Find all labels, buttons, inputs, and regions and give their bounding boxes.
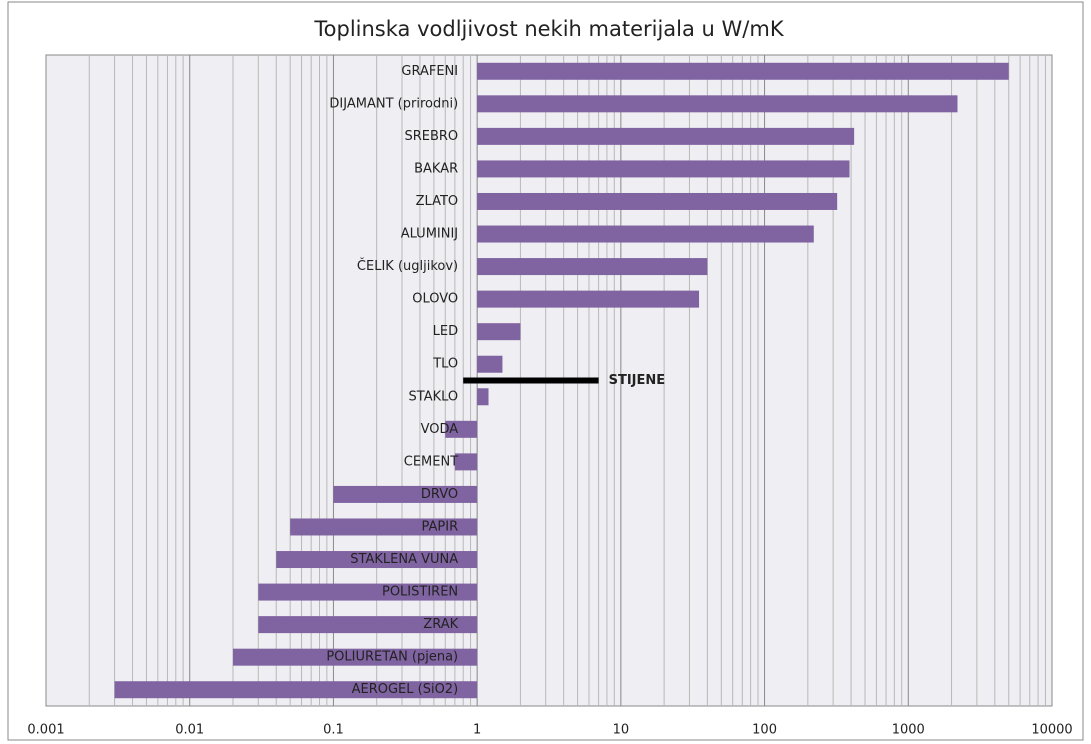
y-tick-label: POLISTIREN: [382, 585, 458, 600]
y-tick-label: DRVO: [421, 487, 458, 502]
bar: [276, 551, 478, 569]
y-tick-label: BAKAR: [414, 161, 458, 176]
bar: [258, 616, 478, 634]
y-tick-label: VODA: [421, 422, 459, 437]
y-tick-label: ALUMINIJ: [401, 227, 458, 242]
bar: [477, 127, 855, 145]
x-tick-label: 100: [752, 723, 777, 738]
bar: [477, 95, 958, 113]
annotation-label: STIJENE: [609, 373, 666, 388]
y-tick-label: POLIURETAN (pjena): [326, 650, 458, 665]
x-tick-label: 10000: [1031, 723, 1072, 738]
bar: [333, 485, 478, 503]
y-tick-label: STAKLENA VUNA: [350, 552, 458, 567]
bar: [232, 648, 478, 666]
bar: [114, 681, 478, 699]
y-tick-label: ČELIK (ugljikov): [357, 258, 458, 274]
x-tick-label: 0.01: [175, 723, 204, 738]
y-tick-label: LED: [433, 324, 458, 339]
x-tick-label: 1000: [892, 723, 925, 738]
bar: [290, 518, 478, 536]
x-tick-label: 0.1: [323, 723, 344, 738]
y-tick-label: SREBRO: [404, 129, 458, 144]
x-tick-label: 1: [473, 723, 481, 738]
y-tick-label: OLOVO: [412, 292, 458, 307]
chart-title: Toplinska vodljivost nekih materijala u …: [313, 17, 784, 41]
y-tick-label: STAKLO: [409, 389, 459, 404]
y-tick-label: TLO: [432, 357, 458, 372]
bar: [477, 62, 1009, 80]
bar: [454, 453, 478, 471]
bar: [445, 420, 478, 438]
bar: [477, 160, 850, 178]
bar: [477, 323, 521, 341]
bar: [477, 258, 708, 276]
x-tick-label: 10: [613, 723, 630, 738]
bar: [477, 290, 700, 308]
bar: [477, 388, 489, 406]
y-tick-label: CEMENT: [404, 454, 458, 469]
y-tick-label: DIJAMANT (prirodni): [329, 96, 458, 111]
y-tick-label: ZLATO: [416, 194, 459, 209]
y-tick-label: PAPIR: [422, 519, 459, 534]
y-tick-label: GRAFENI: [401, 64, 458, 79]
bar: [477, 355, 503, 373]
bar: [477, 192, 838, 210]
bar: [258, 583, 478, 601]
y-tick-label: ZRAK: [423, 617, 458, 632]
bar: [477, 225, 814, 243]
y-tick-label: AEROGEL (SiO2): [352, 682, 459, 697]
x-tick-label: 0.001: [27, 723, 64, 738]
